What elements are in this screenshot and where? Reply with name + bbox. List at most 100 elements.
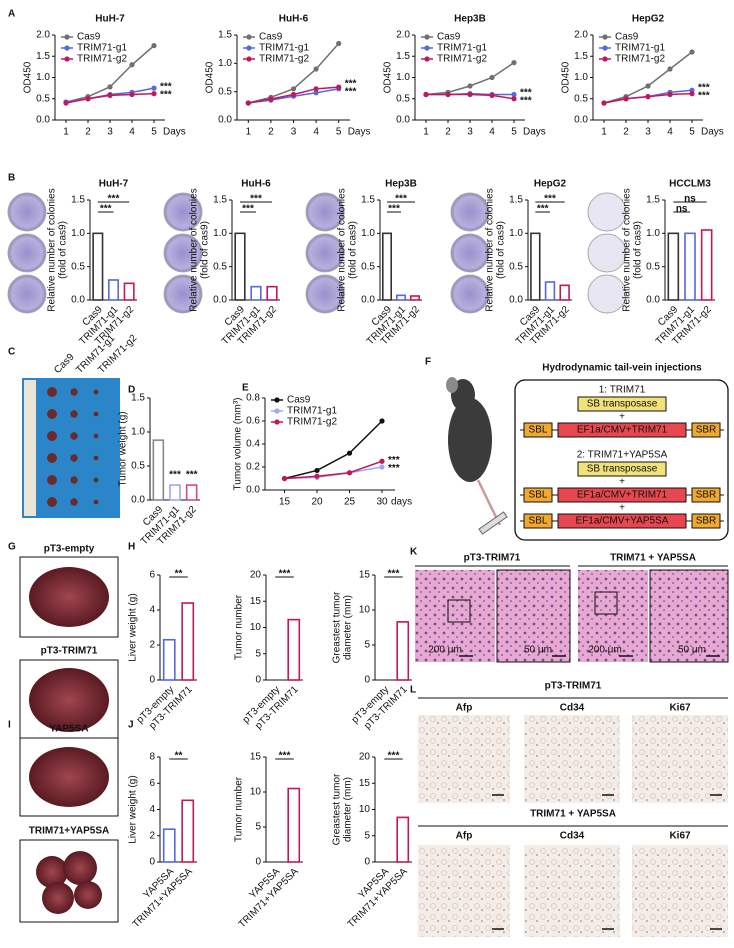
bar bbox=[396, 816, 410, 863]
data-point bbox=[281, 475, 288, 482]
sbl-label: SBL bbox=[529, 490, 548, 501]
data-point bbox=[313, 86, 319, 92]
y-tick-label: 0.5 bbox=[646, 261, 660, 272]
y-tick-label: 5 bbox=[364, 640, 370, 651]
mouse-ear bbox=[446, 377, 458, 393]
cassette bbox=[557, 513, 687, 529]
y-axis-label: OD450 bbox=[23, 61, 34, 93]
y-tick-label: 6 bbox=[149, 570, 155, 581]
y-tick-label: 15 bbox=[250, 752, 262, 763]
tumor bbox=[47, 453, 57, 463]
stain-label: Cd34 bbox=[560, 703, 585, 714]
sb-transposase-label: SB transposase bbox=[587, 464, 658, 475]
group-label: TRIM71 + YAP5SA bbox=[530, 809, 616, 820]
histology-zoom bbox=[649, 569, 729, 663]
mouse-illustration bbox=[446, 377, 508, 535]
y-tick-label: 0.5 bbox=[131, 461, 145, 472]
y-tick-label: 0.5 bbox=[36, 93, 50, 104]
significance: *** bbox=[279, 569, 291, 580]
significance: *** bbox=[698, 91, 710, 102]
y-tick-label: 1.5 bbox=[218, 30, 232, 41]
scale-label: 200 μm bbox=[588, 645, 622, 656]
data-point bbox=[129, 62, 135, 68]
sb-transposase-label: SB transposase bbox=[587, 399, 658, 410]
data-point bbox=[667, 66, 673, 72]
bar bbox=[123, 282, 135, 301]
y-tick-label: 0.5 bbox=[574, 93, 588, 104]
bar bbox=[684, 232, 696, 301]
data-point bbox=[379, 458, 385, 464]
x-axis-label: Days bbox=[701, 127, 724, 138]
colony-plate bbox=[587, 233, 627, 273]
y-tick-label: 20 bbox=[250, 570, 262, 581]
colony-plate bbox=[587, 274, 627, 314]
legend-label: TRIM71-g1 bbox=[287, 406, 337, 417]
bar bbox=[108, 279, 120, 301]
significance: *** bbox=[388, 751, 400, 762]
significance: *** bbox=[100, 204, 112, 215]
panel-letter: D bbox=[128, 385, 135, 396]
colony-plate bbox=[163, 192, 203, 232]
data-point bbox=[336, 84, 342, 90]
y-tick-label: 2 bbox=[149, 830, 155, 841]
sbl-label: SBL bbox=[529, 425, 548, 436]
y-tick-label: 0.5 bbox=[71, 261, 85, 272]
y-tick-label: 2.0 bbox=[574, 30, 588, 41]
ihc-image bbox=[632, 715, 728, 803]
y-axis-label: Tumor weight (g) bbox=[118, 411, 129, 486]
data-point bbox=[645, 83, 651, 89]
legend-label: TRIM71-g1 bbox=[259, 43, 309, 54]
y-tick-label: 0.8 bbox=[246, 393, 260, 404]
colony-plate bbox=[450, 192, 490, 232]
significance: *** bbox=[160, 90, 172, 101]
x-tick-label: 15 bbox=[279, 497, 291, 508]
photo-frame bbox=[19, 839, 119, 923]
data-point bbox=[689, 49, 695, 55]
x-tick-label: 3 bbox=[291, 127, 297, 138]
cassette bbox=[557, 422, 687, 438]
histology-image bbox=[578, 570, 648, 662]
y-axis-label: Relative number of colonies bbox=[622, 188, 633, 311]
legend-marker bbox=[64, 56, 70, 62]
cassette-label: EF1a/CMV+TRIM71 bbox=[577, 425, 668, 436]
x-tick-label: 25 bbox=[344, 497, 356, 508]
significance: *** bbox=[537, 204, 549, 215]
x-axis-label: Days bbox=[163, 127, 186, 138]
legend-marker bbox=[274, 419, 280, 425]
data-point bbox=[129, 91, 135, 98]
y-axis-label: OD450 bbox=[205, 61, 216, 93]
significance: *** bbox=[520, 95, 532, 106]
panel-letter: H bbox=[128, 542, 135, 553]
panel-letter: A bbox=[8, 9, 15, 20]
x-tick-label: 4 bbox=[313, 127, 319, 138]
plus: + bbox=[619, 412, 625, 423]
ihc-image bbox=[418, 715, 510, 803]
data-point bbox=[346, 450, 353, 456]
legend-marker bbox=[274, 408, 280, 414]
y-tick-label: 1.5 bbox=[574, 51, 588, 62]
y-axis-label: Relative number of colonies bbox=[47, 188, 58, 311]
y-tick-label: 1.5 bbox=[509, 195, 523, 206]
chart-title: HepG2 bbox=[534, 179, 567, 190]
legend-marker bbox=[246, 45, 252, 51]
x-tick-label: 1 bbox=[63, 127, 69, 138]
x-tick-label: 30 bbox=[376, 497, 388, 508]
group-label: pT3-TRIM71 bbox=[545, 681, 602, 692]
tumor bbox=[70, 410, 78, 418]
colony-plate bbox=[305, 192, 345, 232]
bar bbox=[381, 232, 392, 301]
y-axis-label: (fold of cas9) bbox=[633, 221, 644, 279]
y-tick-label: 1.0 bbox=[574, 72, 588, 83]
ihc-image bbox=[524, 845, 620, 937]
sb-transposase bbox=[577, 461, 667, 477]
significance: ** bbox=[175, 751, 183, 762]
y-tick-label: 4 bbox=[149, 605, 155, 616]
tumor bbox=[93, 477, 99, 483]
data-point bbox=[689, 91, 695, 97]
y-tick-label: 1.0 bbox=[218, 58, 232, 69]
bar bbox=[181, 602, 195, 681]
colony-plate bbox=[7, 274, 47, 314]
data-point bbox=[107, 84, 113, 90]
sbr bbox=[691, 487, 721, 503]
